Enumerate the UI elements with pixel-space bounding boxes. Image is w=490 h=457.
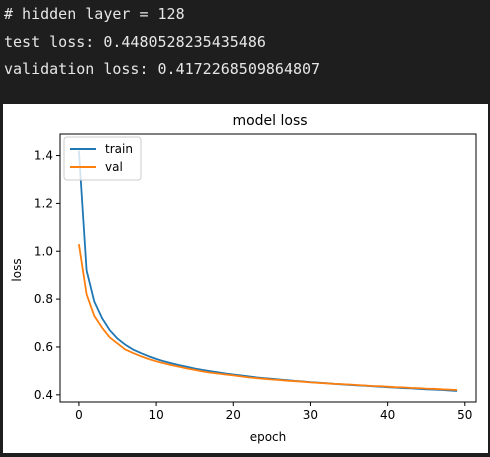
- plot-image: model loss epoch loss 0 10 20 30 40 50 0.4 0.6…: [3, 104, 488, 453]
- y-tick-label: 0.4: [34, 388, 53, 402]
- legend: train val: [63, 136, 142, 181]
- console-line-hidden-layer: # hidden layer = 128: [4, 5, 185, 23]
- x-tick-label: 10: [148, 408, 163, 422]
- series-lines: [78, 150, 458, 392]
- y-tick-label: 0.6: [34, 340, 53, 354]
- x-axis-label: epoch: [250, 430, 287, 444]
- y-axis: 0.4 0.6 0.8 1.0 1.2 1.4: [34, 149, 60, 402]
- y-axis-label: loss: [10, 258, 24, 281]
- y-tick-label: 1.4: [34, 149, 53, 163]
- x-axis: 0 10 20 30 40 50: [75, 402, 472, 422]
- series-line-val: [78, 243, 458, 391]
- console-output: # hidden layer = 128 test loss: 0.448052…: [0, 0, 490, 100]
- legend-label-train: train: [105, 142, 133, 156]
- x-tick-label: 50: [457, 408, 472, 422]
- legend-label-val: val: [105, 160, 123, 174]
- x-tick-label: 40: [380, 408, 395, 422]
- x-tick-label: 0: [75, 408, 83, 422]
- legend-box: [63, 136, 142, 181]
- y-tick-label: 1.0: [34, 244, 53, 258]
- console-line-test-loss: test loss: 0.4480528235435486: [4, 33, 266, 51]
- loss-chart: model loss epoch loss 0 10 20 30 40 50 0.4 0.6…: [10, 113, 477, 444]
- y-tick-label: 0.8: [34, 292, 53, 306]
- chart-title: model loss: [232, 113, 307, 129]
- y-tick-label: 1.2: [34, 196, 53, 210]
- axes-frame: [59, 133, 477, 403]
- x-tick-label: 20: [226, 408, 241, 422]
- console-line-validation-loss: validation loss: 0.4172268509864807: [4, 60, 321, 78]
- x-tick-label: 30: [303, 408, 318, 422]
